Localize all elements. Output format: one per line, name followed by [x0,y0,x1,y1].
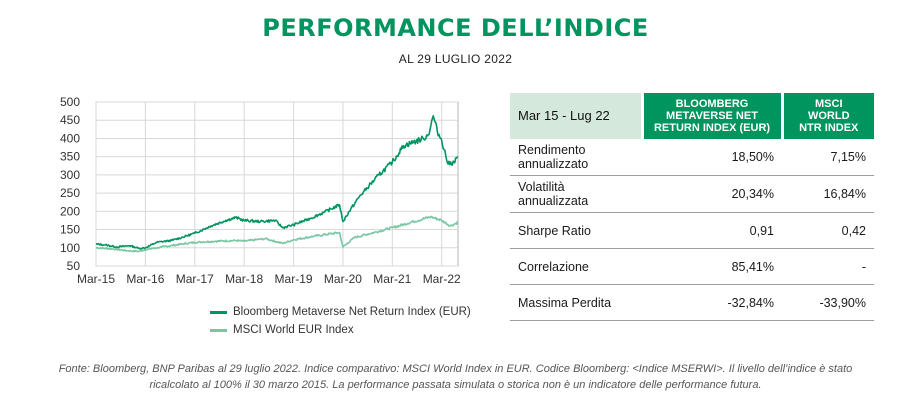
table-row: Rendimento annualizzato 18,50% 7,15% [510,139,874,176]
row-label: Volatilità annualizzata [510,175,642,213]
y-tick-label: 500 [60,95,80,109]
source-note: Fonte: Bloomberg, BNP Paribas al 29 lugl… [40,361,871,393]
page-title: PERFORMANCE DELL’INDICE [262,14,649,42]
table-row: Correlazione 85,41% - [510,248,874,285]
source-note-line: ricalcolato al 100% il 30 marzo 2015. La… [149,379,762,391]
period-header: Mar 15 - Lug 22 [510,93,642,139]
x-tick-label: Mar-22 [423,272,461,286]
row-value-metaverse: -32,84% [642,284,782,321]
row-label: Massima Perdita [510,284,642,321]
x-tick-label: Mar-20 [324,272,362,286]
table-header-row: Mar 15 - Lug 22 BLOOMBERG METAVERSE NET … [510,93,874,139]
col-header-msci: MSCI WORLD NTR INDEX [780,93,874,139]
y-tick-label: 200 [60,204,80,218]
row-label-line: Volatilità [518,180,565,194]
legend-item-msci: MSCI World EUR Index [210,321,471,339]
legend-item-metaverse: Bloomberg Metaverse Net Return Index (EU… [210,303,471,321]
y-tick-label: 250 [60,186,80,200]
performance-table: Mar 15 - Lug 22 BLOOMBERG METAVERSE NET … [510,93,874,321]
legend-label-metaverse: Bloomberg Metaverse Net Return Index (EU… [233,306,471,318]
col-header-msci-line: WORLD [807,110,850,122]
x-tick-label: Mar-16 [126,272,164,286]
x-tick-label: Mar-15 [77,272,115,286]
row-label: Sharpe Ratio [510,212,642,249]
source-note-line: Fonte: Bloomberg, BNP Paribas al 29 lugl… [58,363,853,375]
col-header-msci-line: MSCI [815,98,843,110]
row-value-msci: -33,90% [782,284,874,321]
row-value-msci: - [782,248,874,285]
row-label-line: annualizzato [518,157,589,171]
y-tick-label: 300 [60,168,80,182]
y-tick-label: 450 [60,113,80,127]
row-label: Correlazione [510,248,642,285]
legend-label-msci: MSCI World EUR Index [233,324,354,336]
legend-swatch-msci [210,328,227,332]
y-tick-label: 100 [60,241,80,255]
x-tick-label: Mar-21 [373,272,411,286]
y-tick-label: 50 [67,259,81,273]
chart-legend: Bloomberg Metaverse Net Return Index (EU… [210,303,471,339]
x-tick-label: Mar-17 [176,272,214,286]
table-row: Sharpe Ratio 0,91 0,42 [510,212,874,249]
row-value-metaverse: 85,41% [642,248,782,285]
row-label-line: Rendimento [518,143,586,157]
col-header-msci-line: NTR INDEX [799,122,859,134]
legend-swatch-metaverse [210,310,227,314]
table-row: Massima Perdita -32,84% -33,90% [510,284,874,321]
col-header-metaverse-line: METAVERSE NET [666,110,758,122]
series-line [95,115,459,250]
row-value-metaverse: 20,34% [642,175,782,213]
col-header-metaverse-line: BLOOMBERG [675,98,749,110]
col-header-metaverse: BLOOMBERG METAVERSE NET RETURN INDEX (EU… [640,93,782,139]
col-header-metaverse-line: RETURN INDEX (EUR) [653,122,771,134]
page-subtitle: AL 29 LUGLIO 2022 [398,52,513,66]
row-value-metaverse: 0,91 [642,212,782,249]
row-value-msci: 16,84% [782,175,874,213]
y-tick-label: 350 [60,150,80,164]
row-value-metaverse: 18,50% [642,139,782,176]
x-tick-label: Mar-19 [275,272,313,286]
row-label-line: annualizzata [518,194,589,208]
table-row: Volatilità annualizzata 20,34% 16,84% [510,175,874,213]
row-label: Rendimento annualizzato [510,139,642,176]
y-tick-label: 400 [60,131,80,145]
x-tick-label: Mar-18 [225,272,263,286]
series-line [96,215,459,253]
row-value-msci: 7,15% [782,139,874,176]
row-value-msci: 0,42 [782,212,874,249]
y-tick-label: 150 [60,223,80,237]
